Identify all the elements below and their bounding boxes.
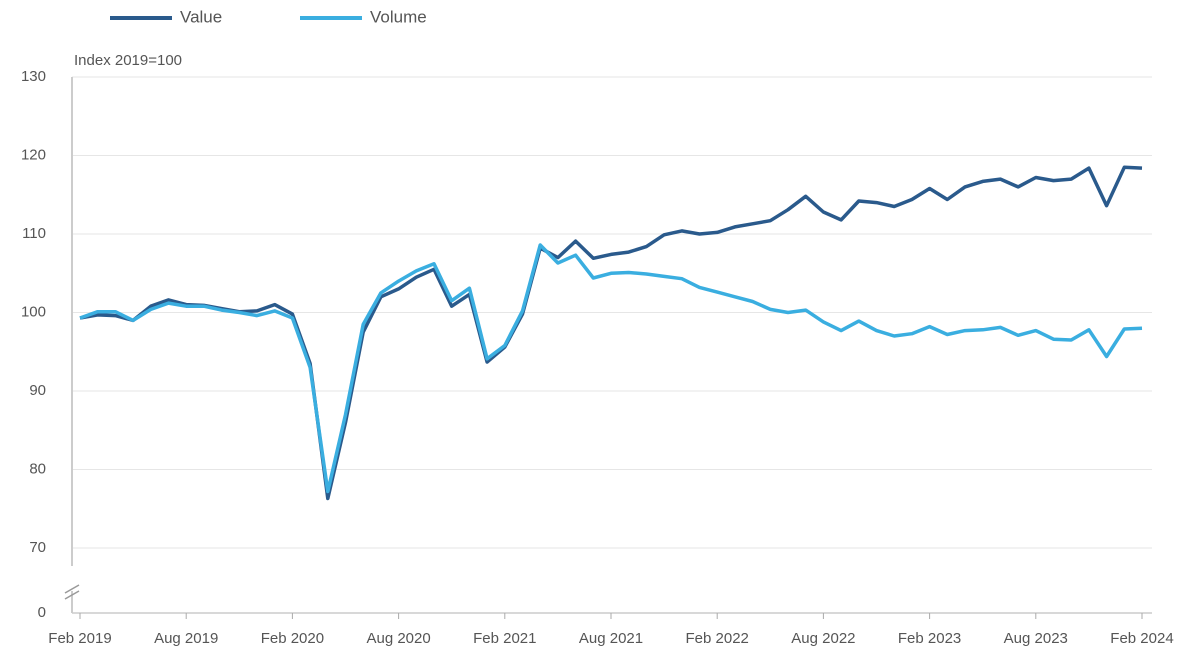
legend-label: Value <box>180 7 222 26</box>
y-tick-label: 90 <box>29 382 46 399</box>
y-tick-label: 0 <box>38 604 46 621</box>
y-tick-label: 70 <box>29 539 46 556</box>
x-tick-label: Feb 2019 <box>48 630 111 647</box>
axis-break <box>64 584 80 594</box>
y-axis-label: Index 2019=100 <box>74 52 182 69</box>
y-tick-label: 130 <box>21 68 46 85</box>
y-tick-label: 110 <box>22 225 46 242</box>
x-tick-label: Aug 2022 <box>791 630 855 647</box>
x-tick-label: Feb 2020 <box>261 630 324 647</box>
x-tick-label: Feb 2023 <box>898 630 961 647</box>
axis-break <box>64 590 80 600</box>
x-tick-label: Aug 2020 <box>366 630 430 647</box>
x-tick-label: Feb 2024 <box>1110 630 1173 647</box>
x-tick-label: Aug 2021 <box>579 630 643 647</box>
x-tick-label: Feb 2022 <box>686 630 749 647</box>
x-tick-label: Feb 2021 <box>473 630 536 647</box>
x-tick-label: Aug 2023 <box>1004 630 1068 647</box>
data-line <box>79 243 1143 494</box>
y-tick-label: 80 <box>29 460 46 477</box>
y-tick-label: 100 <box>21 303 46 320</box>
data-line <box>79 165 1143 501</box>
y-tick-label: 120 <box>21 146 46 163</box>
x-tick-label: Aug 2019 <box>154 630 218 647</box>
legend-label: Volume <box>370 7 427 26</box>
